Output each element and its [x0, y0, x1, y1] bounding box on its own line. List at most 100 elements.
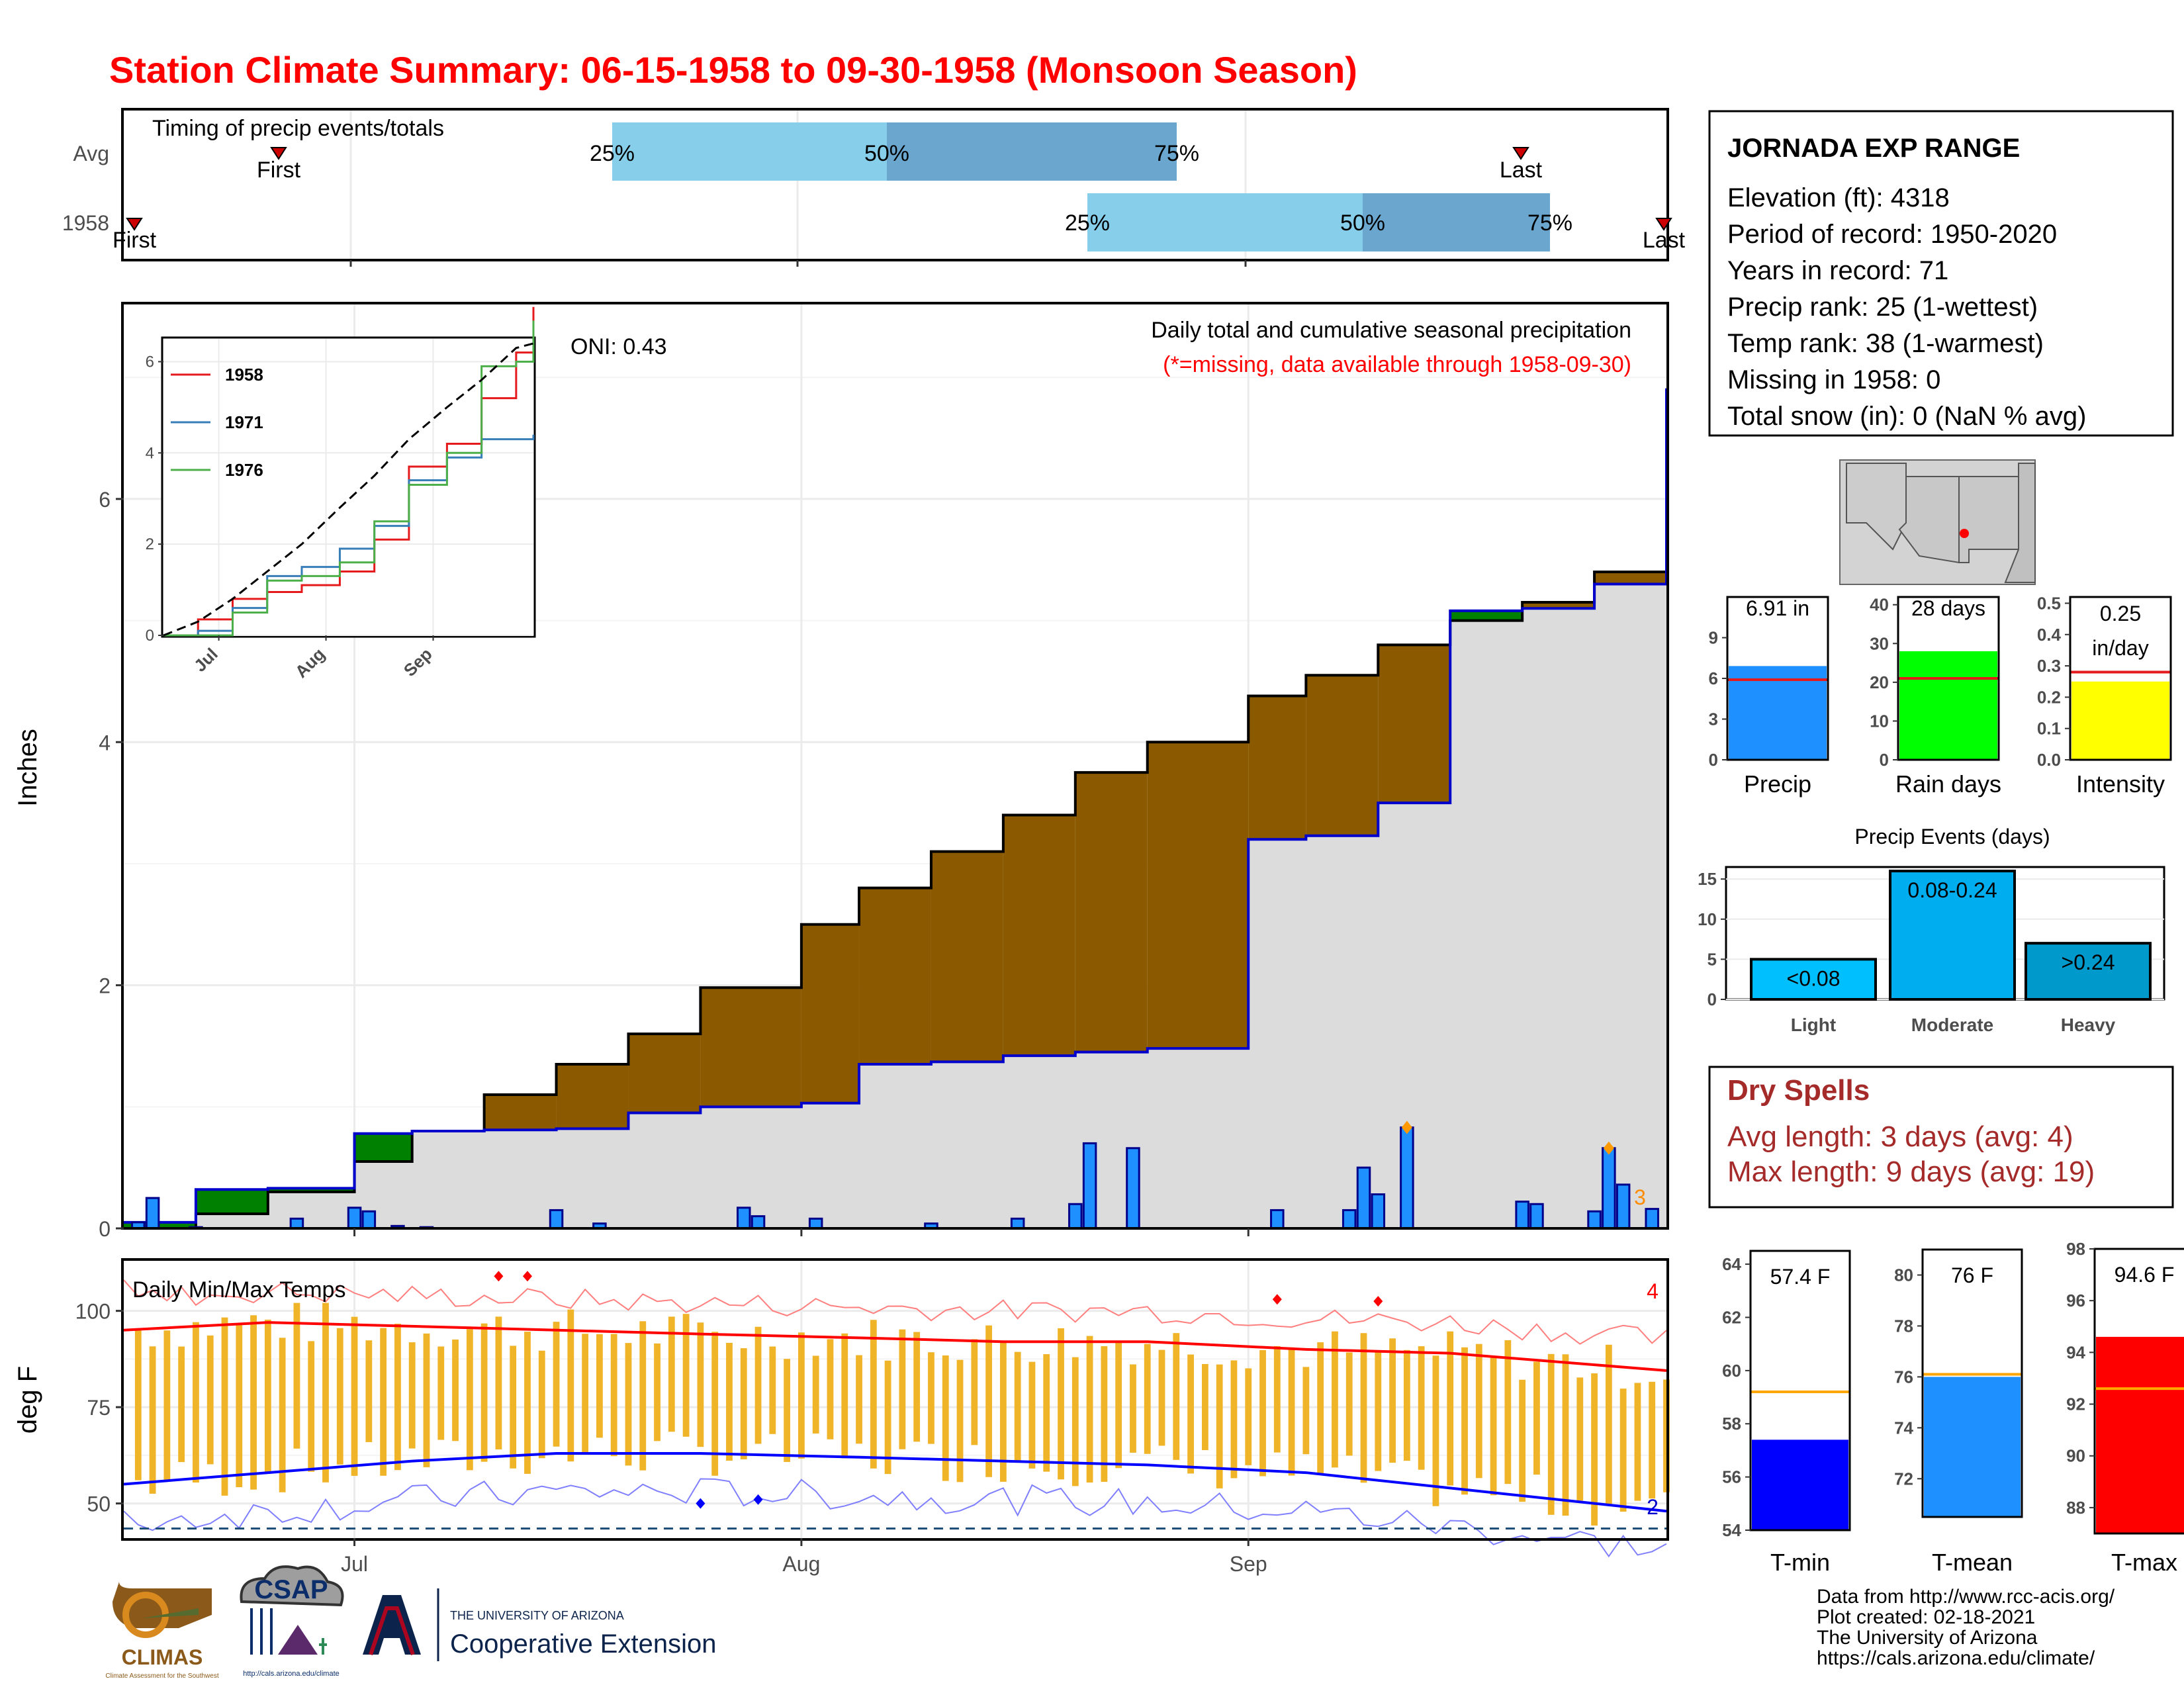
temp-day-bar-91: [1432, 1355, 1439, 1506]
daily-precip-bar-27: [1615, 1183, 1631, 1230]
daily-precip-bar-5: [361, 1210, 377, 1230]
events-bar-label-heavy: >0.24: [2062, 950, 2115, 974]
record-high-line: [123, 1279, 1667, 1345]
below-avg-area: [628, 1034, 701, 1113]
location-map: [1839, 459, 2036, 585]
footer-line-source: Data from http://www.rcc-acis.org/: [1817, 1586, 2115, 1608]
events-category-moderate: Moderate: [1911, 1015, 1993, 1035]
below-avg-area: [931, 851, 1003, 1062]
avg-last-marker: [1512, 147, 1529, 160]
inset-ytick-label-0: 0: [146, 627, 154, 645]
temp-day-bar-106: [1649, 1381, 1656, 1499]
temp-xtick-label-0: Jul: [341, 1552, 368, 1576]
csap-bars-icon: [250, 1608, 273, 1655]
above-avg-area: [267, 1188, 355, 1192]
year-cumulative-line: [124, 388, 1668, 1224]
ua-big-text: Cooperative Extension: [450, 1629, 716, 1659]
temp-panel-title: Daily Min/Max Temps: [132, 1277, 345, 1303]
temp-summary-ytick-label-1-0: 72: [1894, 1469, 1913, 1488]
daily-precip-bar-15: [1068, 1203, 1083, 1230]
temp-day-bar-33: [596, 1334, 603, 1438]
hot-count: 4: [1647, 1279, 1659, 1303]
inset-line-1958: [163, 306, 535, 637]
temp-summary-ytick-label-2-3: 94: [2066, 1342, 2085, 1362]
temp-day-bar-8: [236, 1324, 243, 1488]
events-ytick-label-3: 15: [1698, 869, 1717, 889]
temp-day-bar-52: [870, 1320, 877, 1469]
record-low-marker-1: [753, 1494, 763, 1505]
temp-day-bar-14: [322, 1303, 329, 1483]
temp-day-bar-10: [264, 1319, 271, 1473]
temp-day-bar-38: [668, 1316, 675, 1432]
temp-day-bar-77: [1230, 1360, 1238, 1479]
temp-summary-t-mean: 76 F 72 74 76 78 80 T-mean: [1894, 1248, 2023, 1576]
temp-day-bar-48: [812, 1355, 819, 1434]
events-bar-label-light: <0.08: [1787, 966, 1841, 990]
events-ytick-label-0: 0: [1707, 989, 1717, 1009]
temp-day-bar-73: [1173, 1333, 1180, 1460]
temp-day-bar-58: [956, 1359, 964, 1483]
daily-precip-bar-16: [1082, 1142, 1097, 1230]
above-avg-area: [354, 1133, 412, 1162]
inset-legend-label-1976: 1976: [225, 460, 263, 480]
below-avg-area: [801, 924, 860, 1103]
station-line-3: Precip rank: 25 (1-wettest): [1727, 293, 2038, 322]
below-avg-area: [1306, 675, 1379, 836]
summary-bar-label-0: Precip: [1744, 770, 1811, 798]
daily-precip-bar-19: [1342, 1209, 1357, 1230]
summary-bar-value-1: 28 days: [1911, 596, 1985, 620]
temp-day-bar-17: [365, 1340, 373, 1442]
daily-precip-bar-23: [1515, 1201, 1529, 1230]
inset-frame: [161, 336, 536, 638]
above-avg-area: [1450, 610, 1523, 621]
climas-logo-leaf: [142, 1608, 199, 1618]
temp-day-bar-28: [524, 1332, 531, 1474]
precip-ytick-label-3: 6: [99, 488, 111, 512]
temp-day-bar-47: [797, 1332, 805, 1459]
station-line-0: Elevation (ft): 4318: [1727, 183, 1950, 212]
temp-day-bar-32: [582, 1334, 589, 1454]
yr-last-marker: [1655, 218, 1672, 231]
temp-day-bar-54: [899, 1329, 906, 1449]
temp-day-bar-7: [221, 1317, 228, 1496]
precip-panel-frame: [121, 302, 1669, 1230]
daily-precip-bar-18: [1270, 1209, 1285, 1230]
avg-q25-label: 25%: [590, 141, 635, 166]
temp-day-bar-40: [697, 1322, 704, 1447]
cold-count: 2: [1647, 1495, 1659, 1519]
temp-day-bar-94: [1475, 1344, 1482, 1479]
yr-q50-label: 50%: [1340, 210, 1385, 236]
temp-y-label: deg F: [13, 1366, 42, 1434]
temp-day-bar-24: [466, 1329, 473, 1471]
below-avg-area: [484, 1094, 557, 1130]
temp-summary-ytick-label-0-2: 58: [1722, 1414, 1741, 1434]
summary-bar-unit-2: in/day: [2092, 636, 2148, 660]
summary-ytick-label-2-5: 0.5: [2037, 593, 2061, 613]
daily-precip-bar-24: [1529, 1203, 1544, 1230]
below-avg-area: [700, 987, 801, 1107]
temp-day-bar-68: [1101, 1346, 1108, 1482]
events-ytick-label-2: 10: [1698, 909, 1717, 929]
temp-day-bar-101: [1576, 1377, 1584, 1501]
footer-line-university: The University of Arizona: [1817, 1627, 2038, 1649]
temp-day-bar-67: [1086, 1336, 1093, 1483]
timing-panel: Timing of precip events/totals Avg 1958 …: [62, 108, 1686, 267]
temp-summary-value-1: 76 F: [1951, 1263, 1993, 1287]
station-info-box: JORNADA EXP RANGE Elevation (ft): 4318 Pe…: [1708, 110, 2174, 437]
inset-lines: [163, 306, 535, 637]
temp-day-bar-102: [1591, 1373, 1598, 1526]
dry-max-length: Max length: 9 days (avg: 19): [1727, 1156, 2095, 1188]
temp-day-bar-87: [1375, 1351, 1382, 1471]
summary-ytick-label-2-2: 0.2: [2037, 687, 2061, 707]
yr-q50-q75-bar: [1363, 193, 1550, 251]
record-high-marker-1: [522, 1271, 532, 1282]
temp-summary-ytick-label-0-1: 56: [1722, 1467, 1741, 1487]
temp-ytick-label-0: 50: [87, 1492, 111, 1516]
map-state-west: [1846, 463, 1907, 551]
temp-day-bar-64: [1043, 1354, 1050, 1472]
footer-line-url: https://cals.arizona.edu/climate/: [1817, 1647, 2095, 1669]
temp-panel-frame: [121, 1258, 1669, 1541]
oni-label: ONI: 0.43: [570, 334, 667, 359]
inset-legend-label-1971: 1971: [225, 412, 263, 432]
